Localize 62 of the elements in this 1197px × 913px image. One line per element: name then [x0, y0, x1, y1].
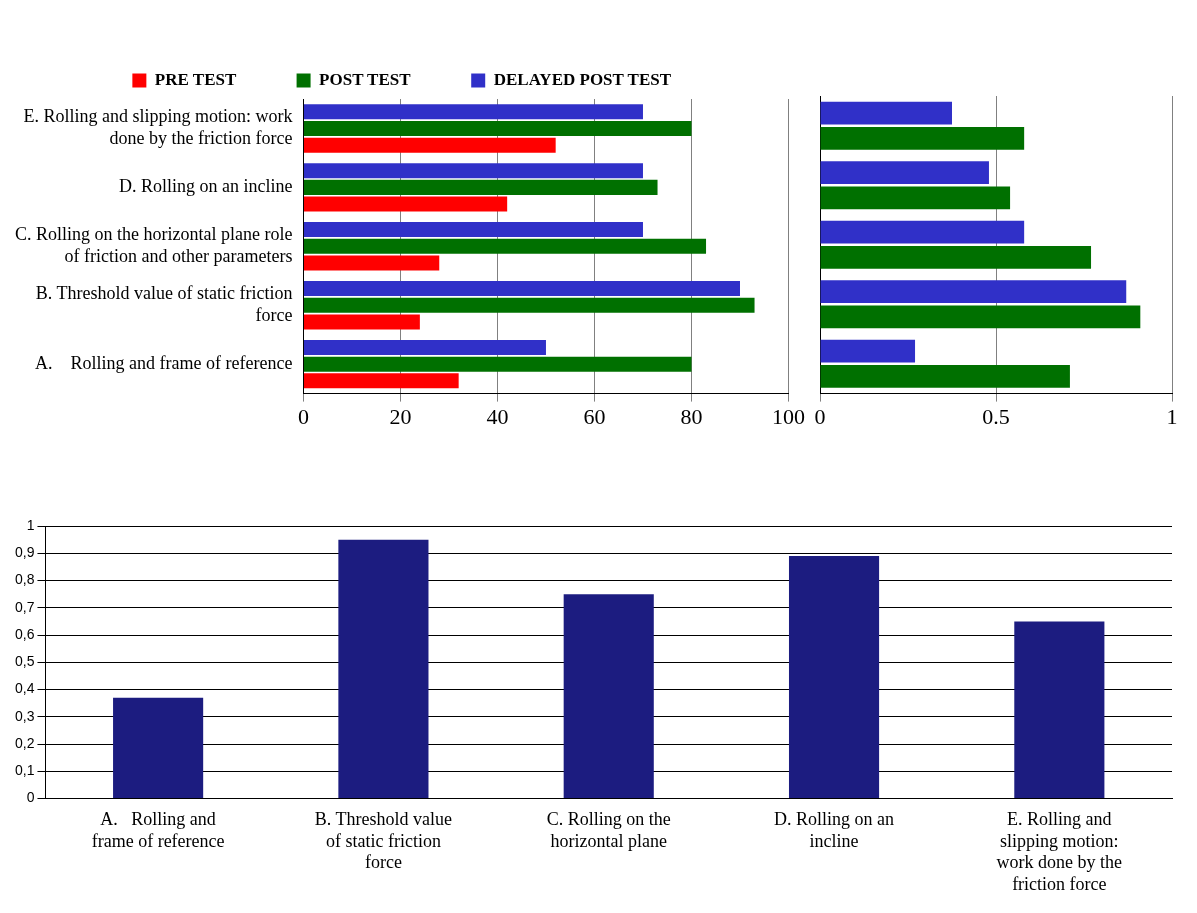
bar	[820, 220, 1025, 244]
y-tick-label: 0,4	[14, 680, 35, 697]
bar	[563, 594, 654, 799]
bar	[303, 297, 755, 313]
x-tick-label: 60	[583, 403, 606, 429]
x-tick-label: 0.5	[982, 403, 1010, 429]
legend-label: DELAYED POST TEST	[493, 69, 672, 89]
bar	[303, 373, 459, 389]
x-tick-label: 20	[389, 403, 412, 429]
legend-label: POST TEST	[319, 69, 412, 89]
y-tick-label: E. Rolling and slipping motion: work done by the friction force	[23, 106, 293, 148]
y-tick-label: D. Rolling on an incline	[118, 176, 293, 197]
x-tick-label: 40	[486, 403, 509, 429]
y-tick-label: 0	[26, 789, 35, 806]
y-tick-label: A. Rolling and frame of reference	[35, 352, 293, 373]
y-tick-label: 0,8	[14, 571, 35, 588]
bar	[303, 137, 556, 153]
x-tick-label: 1	[1166, 403, 1178, 429]
bar	[303, 179, 658, 195]
bar	[820, 305, 1141, 329]
bar	[303, 196, 508, 212]
bar	[820, 339, 916, 363]
bar	[303, 356, 692, 372]
bar	[303, 281, 740, 297]
bar	[303, 120, 692, 136]
bar	[1014, 621, 1105, 799]
x-tick-label: 0	[297, 403, 309, 429]
y-tick-label: 0,6	[14, 625, 35, 642]
bar	[820, 127, 1025, 150]
bar	[820, 280, 1127, 304]
x-tick-label: 80	[680, 403, 703, 429]
x-tick-label: E. Rolling and slipping motion: work done by the friction force	[996, 809, 1123, 894]
bar	[788, 555, 880, 799]
bar	[820, 365, 1070, 388]
bar	[303, 222, 643, 238]
bar	[303, 104, 643, 120]
bar	[820, 161, 989, 185]
bar	[303, 314, 420, 330]
bar	[820, 246, 1092, 269]
y-tick-label: 0,9	[14, 544, 35, 561]
x-tick-label: 0	[814, 403, 826, 429]
y-tick-label: 0,2	[14, 734, 35, 751]
y-tick-label: 0,1	[14, 762, 35, 779]
y-tick-label: 0,3	[14, 707, 35, 724]
bar	[338, 539, 429, 799]
bar	[113, 697, 204, 799]
legend-label: PRE TEST	[154, 69, 237, 89]
y-tick-label: 0,7	[14, 598, 35, 615]
bar	[303, 163, 643, 179]
x-tick-label: 100	[772, 403, 805, 429]
y-tick-label: B. Threshold value of static friction force	[35, 283, 293, 325]
x-tick-label: B. Threshold value of static friction force	[314, 809, 452, 873]
bar	[303, 339, 546, 355]
x-tick-label: C. Rolling on the horizontal plane	[546, 809, 671, 851]
bar	[303, 255, 440, 271]
y-tick-label: 1	[26, 516, 35, 533]
bar	[303, 238, 707, 254]
bar	[820, 186, 1011, 210]
x-tick-label: D. Rolling on an incline	[774, 809, 895, 851]
y-tick-label: C. Rolling on the horizontal plane role of friction and other parameters	[14, 224, 293, 266]
bar	[820, 101, 952, 125]
y-tick-label: 0,5	[14, 653, 35, 670]
